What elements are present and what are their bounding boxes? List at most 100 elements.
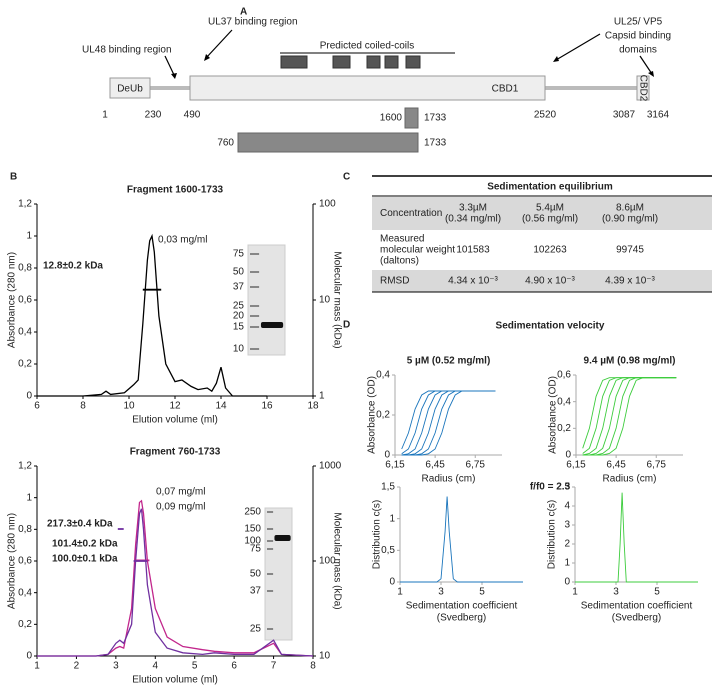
series-line [582, 377, 677, 456]
table-cell: 3.3µM [459, 203, 487, 214]
panel-label: C [343, 172, 350, 183]
series-line [37, 508, 314, 657]
y-tick-label: 0,2 [376, 410, 390, 421]
table-cell: 102263 [533, 245, 567, 256]
y-tick-label: 0,6 [18, 556, 32, 567]
y-tick-label: 0 [565, 450, 571, 461]
domain [189, 75, 546, 101]
gel-marker-label: 25 [233, 301, 245, 312]
residue: 1 [102, 110, 108, 121]
y2-tick-label: 1 [319, 391, 325, 402]
x-tick-label: 4 [153, 661, 159, 672]
gel-marker-label: 50 [233, 267, 245, 278]
x-tick-label: 2 [74, 661, 80, 672]
series-label: 12.8±0.2 kDa [43, 261, 103, 272]
y-tick-label: 0,2 [557, 423, 571, 434]
y2-tick-label: 100 [319, 199, 336, 210]
gel-marker-label: 50 [250, 569, 262, 580]
series-line [582, 377, 677, 449]
x-tick-label: 6 [231, 661, 237, 672]
chart-title: 5 µM (0.52 mg/ml) [407, 356, 491, 367]
x-tick-label: 6,75 [647, 460, 667, 471]
series-line [37, 499, 314, 657]
y-tick-label: 0,4 [557, 396, 571, 407]
residue: 490 [184, 110, 201, 121]
x-tick-label: 8 [80, 401, 86, 412]
annotation: domains [619, 45, 657, 56]
x-axis-label: (Svedberg) [437, 613, 486, 624]
table-cell: 5.4µM [536, 203, 564, 214]
x-axis-label: Radius (cm) [422, 474, 476, 485]
domain-label: CBD2 [637, 75, 648, 102]
gel-marker-label: 37 [233, 282, 245, 293]
series-line [37, 233, 267, 397]
series-line [401, 390, 496, 456]
gel-band [274, 535, 291, 541]
series-label: 100.0±0.1 kDa [52, 554, 118, 565]
domain-label: CBD1 [492, 84, 519, 95]
y-tick-label: 1,2 [18, 461, 32, 472]
x-tick-label: 6,45 [606, 460, 626, 471]
series-line [401, 390, 496, 455]
x-tick-label: 1 [397, 587, 403, 598]
gel-marker-label: 15 [233, 322, 245, 333]
panel-label: D [343, 320, 350, 331]
y-tick-label: 5 [564, 482, 570, 493]
gel-marker-label: 100 [244, 536, 261, 547]
arrow [555, 33, 601, 61]
table-cell: 4.90 x 10⁻³ [525, 276, 575, 287]
series-label: 0,03 mg/ml [158, 235, 207, 246]
y-tick-label: 0,2 [18, 619, 32, 630]
panel-label: B [10, 172, 17, 183]
y-tick-label: 0,8 [18, 524, 32, 535]
y-axis-label: Absorbance (OD) [367, 376, 378, 454]
arrow-head [648, 71, 654, 77]
x-tick-label: 18 [307, 401, 319, 412]
residue: 1600 [380, 113, 403, 124]
annotation: UL25/ VP5 [614, 17, 663, 28]
y-axis-label: Absorbance (OD) [548, 376, 559, 454]
y2-tick-label: 1000 [319, 461, 342, 472]
y-tick-label: 0,4 [18, 327, 32, 338]
arrow-head [204, 54, 210, 61]
series-line [582, 377, 677, 456]
series-label: 0,07 mg/ml [156, 487, 205, 498]
table-cell: 101583 [456, 245, 490, 256]
x-axis-label: Radius (cm) [603, 474, 657, 485]
y2-tick-label: 10 [319, 295, 331, 306]
y-axis-label: Absorbance (280 nm) [7, 252, 18, 348]
y-tick-label: 1 [564, 558, 570, 569]
series-line [582, 377, 677, 454]
x-tick-label: 6,75 [466, 460, 486, 471]
series-line [401, 390, 496, 456]
chart-title: Fragment 760-1733 [130, 447, 221, 458]
chart-title: 9.4 µM (0.98 mg/ml) [584, 356, 676, 367]
y-tick-label: 0,8 [18, 263, 32, 274]
gel-marker-label: 150 [244, 524, 261, 535]
domain [636, 75, 650, 101]
y-tick-label: 0,2 [18, 359, 32, 370]
y-tick-label: 1,5 [381, 482, 395, 493]
table-cell: 4.34 x 10⁻³ [448, 276, 498, 287]
x-tick-label: 3 [613, 587, 619, 598]
domain [109, 77, 151, 99]
y-tick-label: 0,5 [381, 545, 395, 556]
x-tick-label: 6,45 [425, 460, 445, 471]
residue: 760 [217, 138, 234, 149]
y-tick-label: 0,4 [376, 370, 390, 381]
table-cell: (daltons) [380, 256, 419, 267]
coiled-coils [280, 55, 421, 69]
table-cell: (0.56 mg/ml) [522, 214, 578, 225]
gel-lane [247, 244, 286, 356]
table-cell: Concentration [380, 208, 442, 219]
series-line [401, 390, 496, 456]
y2-axis-label: Molecular mass (kDa) [331, 512, 342, 609]
y-tick-label: 1 [389, 513, 395, 524]
y-tick-label: 0,6 [557, 370, 571, 381]
x-axis-label: Sedimentation coefficient [406, 601, 518, 612]
x-tick-label: 7 [271, 661, 277, 672]
residue: 3164 [647, 110, 670, 121]
table-cell: 99745 [616, 245, 644, 256]
table-row-bg [372, 197, 712, 230]
